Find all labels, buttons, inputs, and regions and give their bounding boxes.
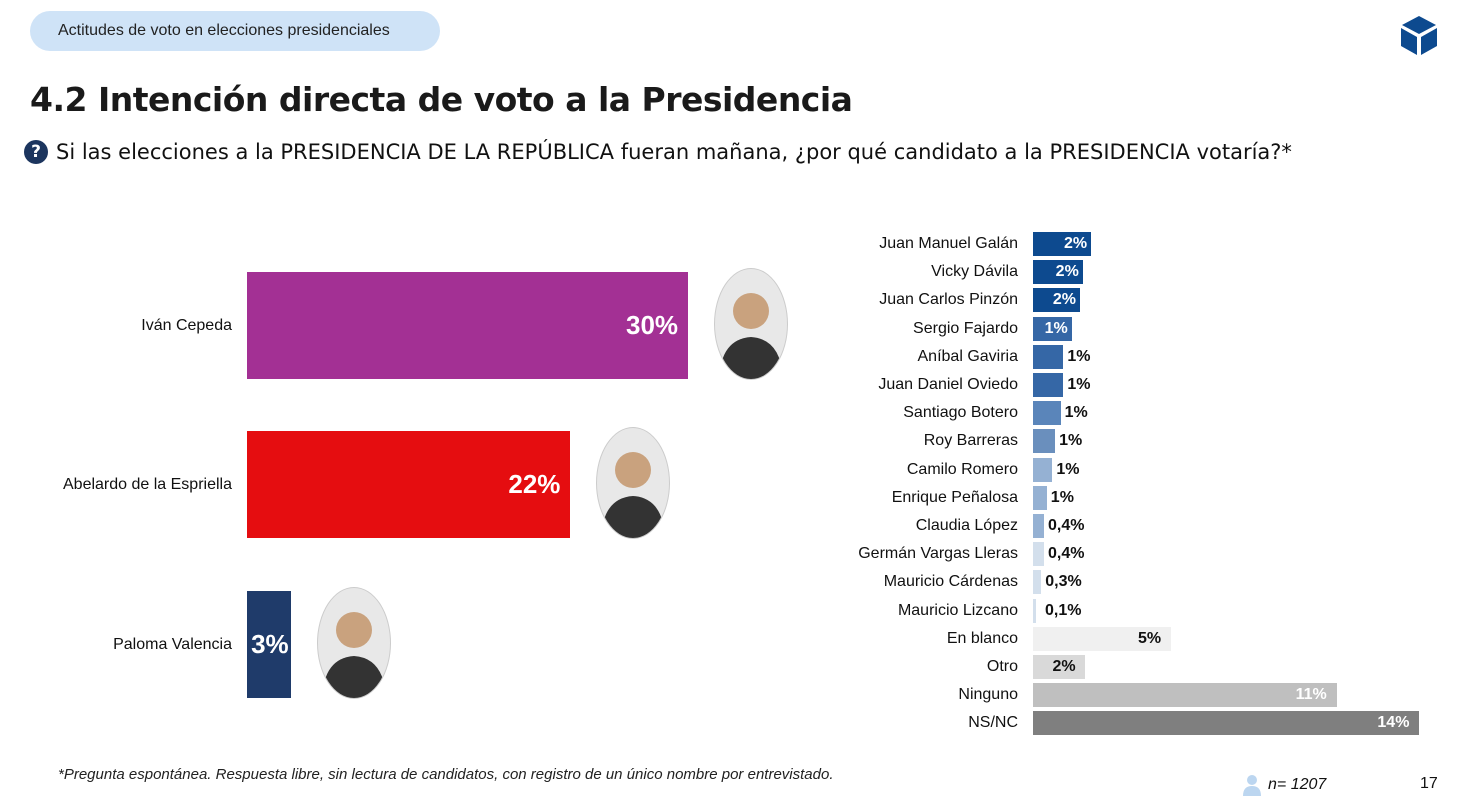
bar <box>1033 683 1337 708</box>
category-label: En blanco <box>946 629 1018 647</box>
candidate-label: Iván Cepeda <box>141 317 232 334</box>
question-circle-icon: ? <box>24 140 48 164</box>
category-label: Roy Barreras <box>923 432 1018 450</box>
category-label: Mauricio Cárdenas <box>883 573 1018 591</box>
bar <box>1033 711 1420 736</box>
bar <box>247 272 688 379</box>
bar <box>247 591 292 698</box>
bar <box>1033 401 1061 426</box>
bar <box>1033 344 1064 369</box>
category-label: Germán Vargas Lleras <box>858 545 1018 563</box>
candidate-photo <box>317 587 392 699</box>
category-label: Vicky Dávila <box>931 263 1018 281</box>
data-label: 1% <box>1067 376 1091 393</box>
category-label: Juan Daniel Oviedo <box>878 376 1018 393</box>
section-pill: Actitudes de voto en elecciones presiden… <box>30 11 440 51</box>
bar <box>1033 429 1056 454</box>
bar <box>1033 514 1045 538</box>
bar <box>1033 598 1036 623</box>
bar <box>1033 260 1083 285</box>
bar <box>1033 373 1064 397</box>
data-label: 1% <box>1056 460 1080 478</box>
category-label: Camilo Romero <box>906 460 1018 478</box>
bar <box>1033 457 1053 482</box>
bar <box>1033 655 1086 679</box>
data-label: 1% <box>1050 488 1074 506</box>
data-label: 2% <box>1055 263 1079 281</box>
data-label: 2% <box>1052 291 1077 309</box>
data-label: 1% <box>1059 432 1083 450</box>
page-number: 17 <box>1420 775 1438 792</box>
data-label: 1% <box>1064 404 1088 422</box>
data-label: 0,3% <box>1045 573 1082 591</box>
category-label: Otro <box>986 658 1018 675</box>
category-label: Ninguno <box>958 686 1018 704</box>
bar <box>1033 626 1171 651</box>
candidate-photo <box>596 427 671 539</box>
category-label: Juan Manuel Galán <box>879 235 1018 252</box>
candidate-photo <box>714 268 788 380</box>
data-label: 0,4% <box>1048 545 1085 563</box>
category-label: Enrique Peñalosa <box>891 488 1018 506</box>
data-label: 2% <box>1063 235 1088 252</box>
category-label: Claudia López <box>915 517 1018 534</box>
data-label: 22% <box>508 469 561 499</box>
bar <box>1033 316 1072 341</box>
category-label: Santiago Botero <box>903 404 1018 422</box>
data-label: 0,4% <box>1048 517 1085 534</box>
bar <box>1033 542 1045 567</box>
question-text: Si las elecciones a la PRESIDENCIA DE LA… <box>56 140 1292 164</box>
question: ? Si las elecciones a la PRESIDENCIA DE … <box>24 140 1292 164</box>
person-icon <box>1243 775 1261 796</box>
category-label: Mauricio Lizcano <box>897 601 1018 619</box>
bar <box>1033 485 1047 510</box>
category-label: Juan Carlos Pinzón <box>879 291 1018 309</box>
data-label: 1% <box>1067 347 1091 365</box>
page-title: 4.2 Intención directa de voto a la Presi… <box>30 80 853 119</box>
category-label: NS/NC <box>968 714 1018 732</box>
data-label: 5% <box>1138 629 1162 647</box>
data-label: 3% <box>251 629 289 659</box>
category-label: Aníbal Gaviria <box>917 347 1019 365</box>
bar <box>1033 232 1091 256</box>
sample-size: n= 1207 <box>1242 774 1326 796</box>
data-label: 2% <box>1052 658 1076 675</box>
footnote: *Pregunta espontánea. Respuesta libre, s… <box>58 766 834 783</box>
candidate-label: Abelardo de la Espriella <box>63 476 232 493</box>
category-label: Sergio Fajardo <box>913 319 1018 337</box>
candidate-label: Paloma Valencia <box>113 636 232 653</box>
cube-logo-icon <box>1401 16 1437 55</box>
bar <box>247 431 571 538</box>
bar <box>1033 288 1080 313</box>
data-label: 14% <box>1377 714 1410 732</box>
sample-size-text: n= 1207 <box>1268 776 1327 793</box>
data-label: 0,1% <box>1045 601 1082 619</box>
data-label: 1% <box>1044 319 1068 337</box>
data-label: 11% <box>1295 686 1327 704</box>
bar <box>1033 570 1042 595</box>
data-label: 30% <box>626 310 679 340</box>
